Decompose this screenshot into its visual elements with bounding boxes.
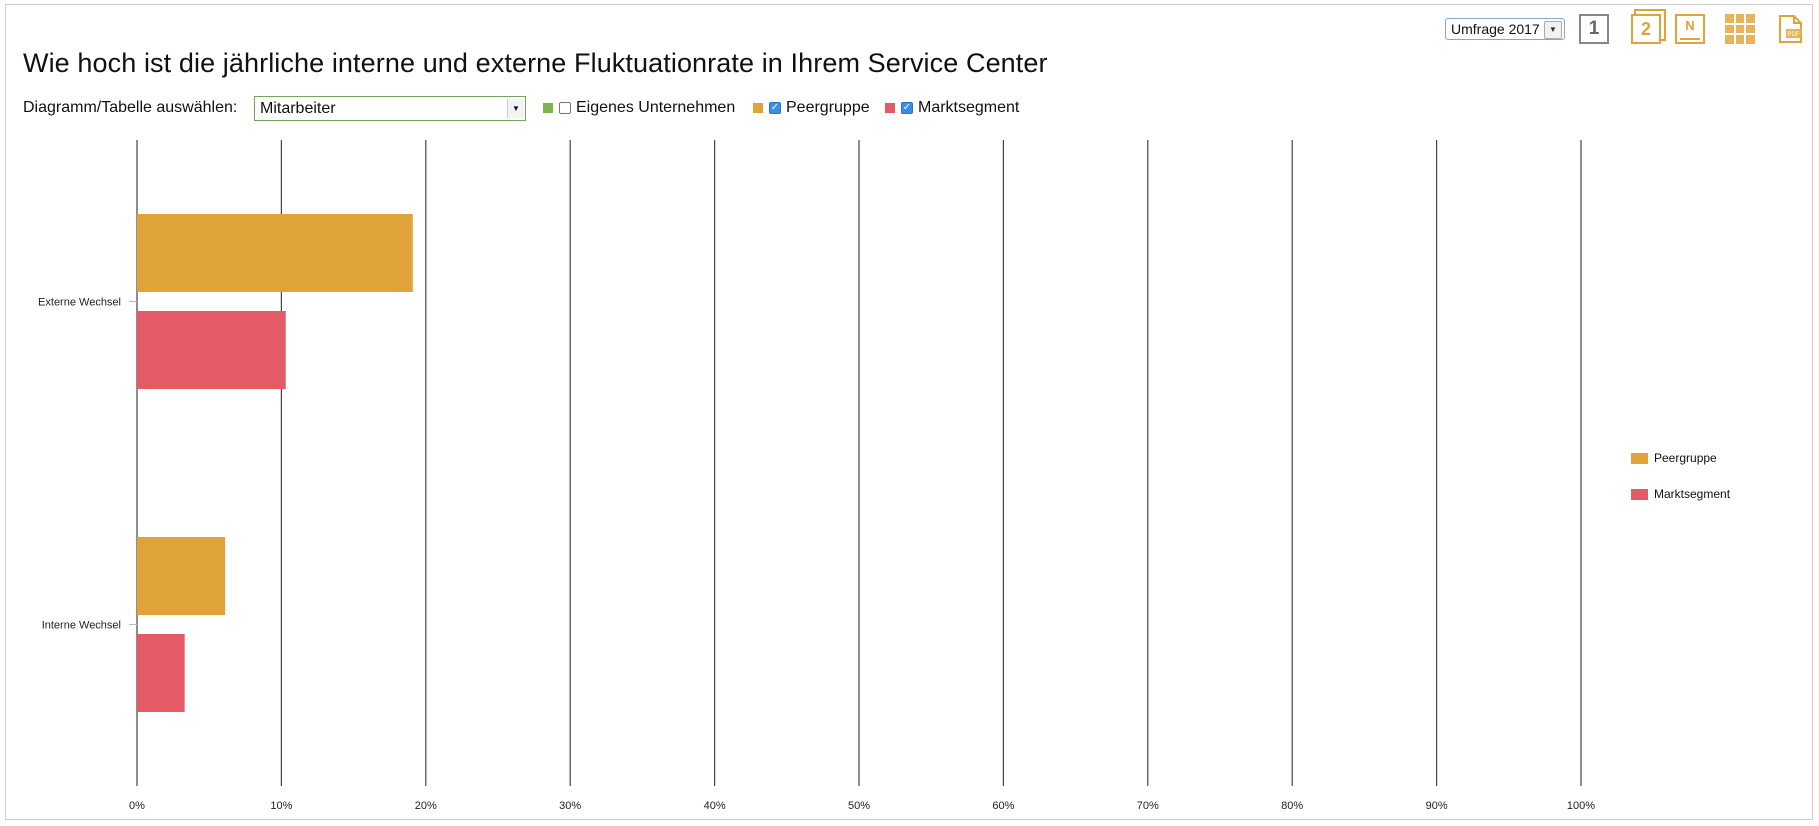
- x-tick-label: 90%: [1426, 800, 1448, 812]
- color-swatch: [543, 103, 553, 113]
- checkbox[interactable]: ✓: [769, 102, 781, 114]
- filter-eigenes-unternehmen[interactable]: Eigenes Unternehmen: [543, 99, 735, 117]
- chart-select-value: Mitarbeiter: [260, 100, 336, 117]
- filter-peergruppe[interactable]: ✓ Peergruppe: [753, 99, 870, 117]
- x-tick-label: 70%: [1137, 800, 1159, 812]
- chevron-down-icon: ▼: [1544, 21, 1562, 39]
- chart-select-label: Diagramm/Tabelle auswählen:: [23, 99, 238, 116]
- grid-icon[interactable]: [1725, 14, 1755, 44]
- svg-text:PDF: PDF: [1788, 32, 1800, 38]
- bar: [137, 214, 413, 292]
- filter-label: Marktsegment: [918, 99, 1020, 116]
- y-tick-label: Externe Wechsel: [38, 297, 121, 309]
- app-frame: [5, 4, 1813, 820]
- page-title: Wie hoch ist die jährliche interne und e…: [23, 48, 1048, 78]
- legend-item-marktsegment: Marktsegment: [1631, 487, 1730, 501]
- chart-select[interactable]: Mitarbeiter ▼: [254, 96, 526, 121]
- view-two-icon[interactable]: 2: [1631, 14, 1661, 44]
- bar: [137, 634, 185, 712]
- x-tick-label: 0%: [129, 800, 145, 812]
- legend-swatch: [1631, 488, 1648, 500]
- x-tick-label: 40%: [704, 800, 726, 812]
- legend-swatch: [1631, 452, 1648, 464]
- legend-item-peergruppe: Peergruppe: [1631, 451, 1717, 465]
- survey-select[interactable]: Umfrage 2017 ▼: [1445, 18, 1565, 40]
- survey-select-value: Umfrage 2017: [1451, 21, 1540, 37]
- bar: [137, 311, 286, 389]
- x-tick-label: 50%: [848, 800, 870, 812]
- y-tick-label: Interne Wechsel: [42, 620, 121, 632]
- color-swatch: [753, 103, 763, 113]
- view-one-icon[interactable]: 1: [1579, 14, 1609, 44]
- checkbox[interactable]: [559, 102, 571, 114]
- color-swatch: [885, 103, 895, 113]
- pdf-icon[interactable]: PDF: [1775, 14, 1805, 44]
- filter-label: Eigenes Unternehmen: [576, 99, 736, 116]
- x-tick-label: 60%: [992, 800, 1014, 812]
- bar: [137, 537, 226, 615]
- x-tick-label: 10%: [270, 800, 292, 812]
- filter-marktsegment[interactable]: ✓ Marktsegment: [885, 99, 1019, 117]
- x-tick-label: 20%: [415, 800, 437, 812]
- notes-icon-label: N: [1685, 18, 1695, 33]
- legend-label: Peergruppe: [1654, 451, 1717, 465]
- filter-label: Peergruppe: [786, 99, 870, 116]
- x-tick-label: 30%: [559, 800, 581, 812]
- checkbox[interactable]: ✓: [901, 102, 913, 114]
- chevron-down-icon: ▼: [507, 99, 524, 118]
- notes-icon[interactable]: N: [1675, 14, 1705, 44]
- legend-label: Marktsegment: [1654, 487, 1731, 501]
- notes-underline-icon: [1680, 38, 1700, 40]
- x-tick-label: 100%: [1567, 800, 1595, 812]
- x-tick-label: 80%: [1281, 800, 1303, 812]
